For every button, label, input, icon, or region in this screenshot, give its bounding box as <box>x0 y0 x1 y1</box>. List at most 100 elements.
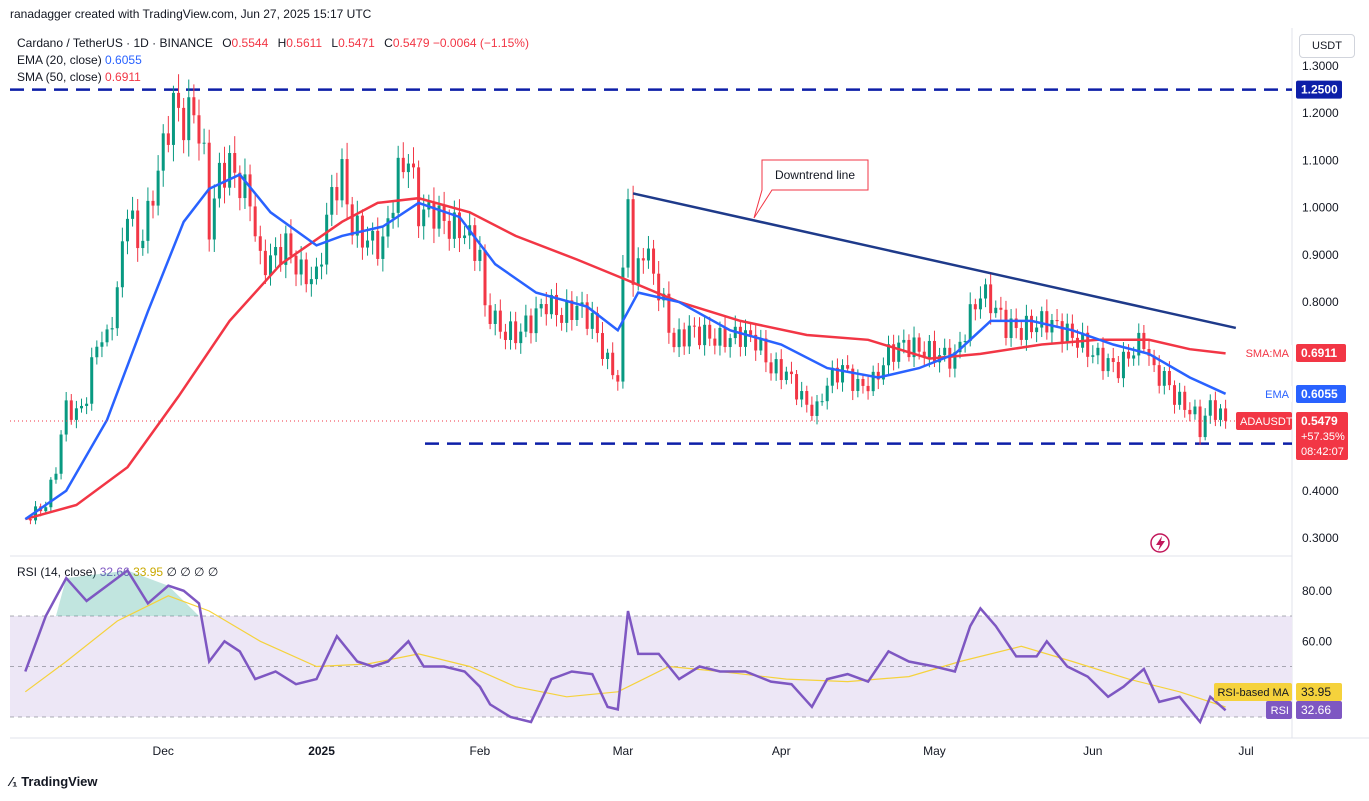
candle-body <box>800 391 804 400</box>
candle-body <box>917 337 921 352</box>
candle-body <box>611 352 615 376</box>
ema-legend-row[interactable]: EMA (20, close) 0.6055 <box>17 52 529 69</box>
flash-icon <box>1150 533 1170 553</box>
rsi-pane[interactable]: 80.00 60.00 RSI-based MA 33.95 RSI 32.66 <box>10 568 1342 725</box>
price-tick-label: 1.2000 <box>1302 106 1339 120</box>
rsi-badge-name: RSI <box>1271 705 1289 717</box>
candle-body <box>846 365 850 369</box>
chart-credit: ranadagger created with TradingView.com,… <box>10 7 372 21</box>
candle-body <box>498 310 502 332</box>
candle-body <box>314 266 318 280</box>
candle-body <box>948 347 952 369</box>
candle-body <box>1096 347 1100 356</box>
candle-body <box>764 338 768 363</box>
time-axis[interactable]: Dec 2025 Feb Mar Apr May Jun Jul <box>153 744 1254 758</box>
candle-body <box>309 279 313 285</box>
currency-button[interactable]: USDT <box>1299 34 1355 58</box>
candle-body <box>304 259 308 285</box>
candle-body <box>28 519 32 521</box>
candle-body <box>1004 309 1008 338</box>
candle-body <box>713 338 717 346</box>
close-label: C <box>384 36 393 50</box>
symbol-name[interactable]: Cardano / TetherUS · 1D · BINANCE <box>17 36 213 50</box>
candle-body <box>672 332 676 348</box>
candle-body <box>912 337 916 358</box>
main-legend: Cardano / TetherUS · 1D · BINANCE O0.554… <box>17 35 529 86</box>
ema-value: 0.6055 <box>105 53 142 67</box>
sma-value: 0.6911 <box>105 70 141 84</box>
last-price-value: 0.5479 <box>1301 414 1338 428</box>
candle-body <box>125 218 129 242</box>
candle-body <box>565 300 569 323</box>
candle-body <box>718 327 722 346</box>
candle-body <box>529 315 533 334</box>
rsi-badge-value: 32.66 <box>1301 703 1331 717</box>
moving-averages <box>10 173 1292 521</box>
candle-body <box>805 391 809 405</box>
candle-body <box>687 325 691 347</box>
candle-body <box>887 344 891 366</box>
sma-legend-row[interactable]: SMA (50, close) 0.6911 <box>17 69 529 86</box>
candle-body <box>432 202 436 229</box>
candle-body <box>417 167 421 227</box>
candle-body <box>514 321 518 344</box>
candle-body <box>320 264 324 267</box>
candle-body <box>105 329 109 343</box>
candle-body <box>866 385 870 392</box>
candle-body <box>657 273 661 301</box>
candle-body <box>406 163 410 173</box>
candle-body <box>274 246 278 256</box>
price-tick-label: 1.3000 <box>1302 59 1339 73</box>
candle-body <box>953 352 957 369</box>
candle-body <box>636 258 640 285</box>
candle-body <box>539 304 543 309</box>
candle-body <box>560 315 564 323</box>
candle-body <box>851 368 855 391</box>
candle-body <box>871 371 875 392</box>
candle-body <box>120 241 124 288</box>
candle-body <box>355 215 359 236</box>
downtrend-label: Downtrend line <box>775 168 855 182</box>
candle-body <box>212 198 216 240</box>
flash-icon-bolt <box>1156 536 1165 551</box>
candle-body <box>999 307 1003 310</box>
rsi-badge-value: 33.95 <box>1301 685 1331 699</box>
candle-body <box>652 248 656 274</box>
rsi-badge-name-bg <box>1214 683 1292 701</box>
candle-body <box>769 362 773 374</box>
close-value: 0.5479 <box>392 36 430 50</box>
candle-body <box>646 248 650 261</box>
candle-body <box>1152 355 1156 366</box>
candle-body <box>1132 355 1136 359</box>
price-axis[interactable]: 1.30001.20001.10001.00000.90000.80000.70… <box>1236 59 1348 545</box>
candle-body <box>187 97 191 141</box>
candle-body <box>1035 327 1039 333</box>
last-price-change: +57.35% <box>1301 431 1345 443</box>
candle-body <box>927 340 931 358</box>
price-tick-label: 0.8000 <box>1302 295 1339 309</box>
rsi-tick-label: 80.00 <box>1302 584 1332 598</box>
candle-body <box>1178 391 1182 405</box>
candle-body <box>626 199 630 268</box>
sma-label: SMA (50, close) <box>17 70 102 84</box>
candle-body <box>1014 318 1018 328</box>
candle-body <box>141 240 145 249</box>
candle-body <box>90 357 94 404</box>
candle-body <box>1188 409 1192 415</box>
candle-body <box>131 210 135 219</box>
candle-body <box>789 371 793 375</box>
candle-body <box>749 330 753 335</box>
candle-body <box>488 305 492 324</box>
rsi-badge <box>1296 701 1342 719</box>
downtrend: Downtrend line <box>632 159 1237 553</box>
candle-body <box>1162 371 1166 386</box>
candle-body <box>631 199 635 285</box>
sma50-line <box>24 196 1226 521</box>
candle-body <box>1075 337 1079 348</box>
candle-body <box>1127 351 1131 359</box>
candle-body <box>856 378 860 391</box>
candle-body <box>570 300 574 320</box>
level-badge-label: 1.2500 <box>1301 83 1338 97</box>
candle-body <box>810 404 814 416</box>
